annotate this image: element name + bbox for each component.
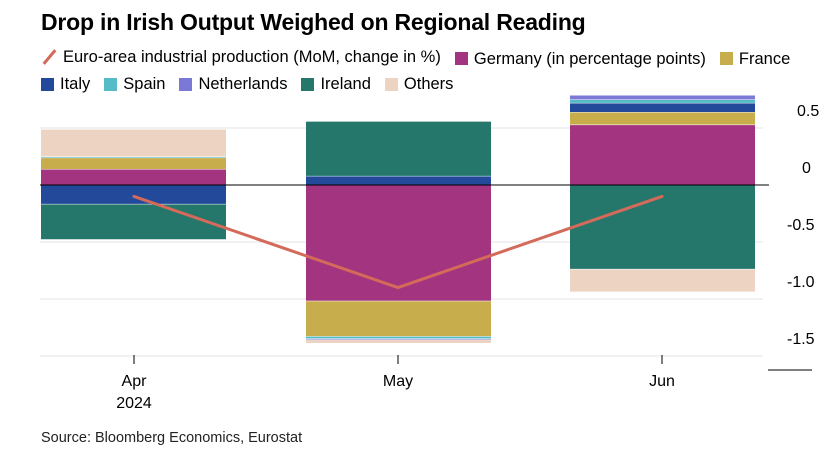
legend: Euro-area industrial production (MoM, ch… [41,45,811,98]
legend-swatch [454,52,468,65]
chart-plot: 0.5 0 -0.5 -1.0 -1.5 Apr 2024 May Jun [40,94,819,412]
legend-swatch [41,77,54,91]
x-tick-sublabel: 2024 [116,395,152,412]
legend-item-others: Others [384,72,454,96]
legend-label: Euro-area industrial production (MoM, ch… [63,48,441,66]
legend-swatch [179,77,193,91]
bar-germany-apr [41,169,226,185]
bar-italy-jun [570,102,755,113]
legend-item-italy: Italy [41,72,90,96]
legend-item-spain: Spain [104,72,165,96]
bar-france-jun [570,112,755,125]
x-tick-label-may: May [383,373,413,390]
x-tick-label-jun: Jun [649,373,675,390]
bar-others-jun [570,269,755,293]
legend-label: Spain [123,75,166,93]
legend-label: Netherlands [198,75,288,93]
bar-italy-may [306,175,491,185]
legend-swatch [719,52,733,65]
bar-germany-may [306,185,491,302]
legend-label: Italy [60,75,91,93]
legend-label: Ireland [320,75,371,93]
legend-item-euro-area: Euro-area industrial production (MoM, ch… [41,45,441,69]
y-tick-label: -0.5 [787,217,815,234]
source-note: Source: Bloomberg Economics, Eurostat [41,430,303,446]
bar-netherlands-may [306,338,491,341]
chart-title: Drop in Irish Output Weighed on Regional… [41,9,586,35]
bar-ireland-jun [570,185,755,270]
bar-france-may [306,301,491,337]
bar-spain-jun [570,99,755,103]
y-tick-label: 0 [802,160,811,177]
legend-item-france: France [719,47,791,71]
x-tick-label-apr: Apr [122,373,148,390]
bar-italy-apr [41,185,226,205]
legend-item-germany: Germany (in percentage points) [454,47,706,71]
bar-france-apr [41,157,226,170]
y-tick-label: -1.0 [787,274,815,291]
bar-spain-may [306,336,491,339]
legend-label: Others [403,75,454,93]
legend-label: France [738,49,791,68]
legend-item-netherlands: Netherlands [179,72,287,96]
bar-ireland-apr [41,204,226,240]
y-tick-label: 0.5 [797,103,819,120]
bar-others-apr [41,129,226,157]
legend-label: Germany (in percentage points) [473,49,706,68]
legend-swatch [104,77,118,91]
legend-item-ireland: Ireland [301,72,371,96]
y-tick-label: -1.5 [787,331,815,348]
bar-ireland-may [306,121,491,176]
bar-spain-apr [41,156,226,158]
legend-swatch [384,77,398,91]
bar-netherlands-jun [570,94,755,100]
legend-swatch [301,77,315,91]
bar-germany-jun [570,124,755,185]
bar-others-may [306,340,491,344]
